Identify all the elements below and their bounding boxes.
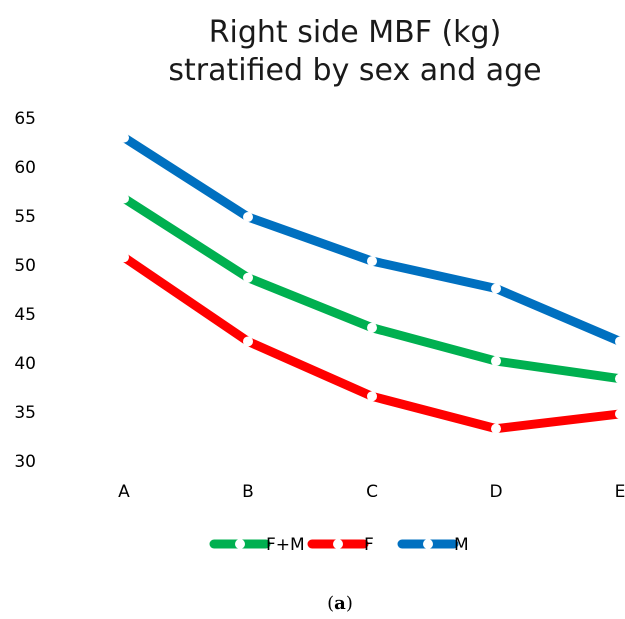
series-0	[119, 193, 625, 384]
y-tick-label: 40	[14, 354, 36, 374]
data-point	[615, 336, 625, 347]
x-axis-tick-labels: A B C D E	[118, 482, 625, 502]
x-tick-label: A	[118, 482, 130, 502]
data-point	[119, 132, 129, 143]
y-tick-label: 65	[14, 109, 36, 129]
data-point	[243, 211, 253, 222]
x-tick-label: E	[615, 482, 625, 502]
y-tick-label: 55	[14, 207, 36, 227]
legend-item: F	[307, 535, 374, 555]
data-point	[243, 272, 253, 283]
data-point	[243, 336, 253, 347]
legend-label: F+M	[266, 535, 305, 555]
data-point	[119, 193, 129, 204]
data-point	[119, 252, 129, 263]
legend-item: F+M	[209, 535, 305, 555]
data-point	[367, 322, 377, 333]
series-2	[119, 132, 625, 347]
y-tick-label: 30	[14, 452, 36, 472]
data-point	[491, 356, 501, 367]
series-1	[119, 252, 625, 434]
x-tick-label: B	[242, 482, 254, 502]
y-axis-tick-labels: 30 35 40 45 50 55 60 65	[14, 109, 36, 472]
y-tick-label: 50	[14, 256, 36, 276]
legend-label: M	[454, 535, 469, 555]
chart-title-line-1: Right side MBF (kg)	[209, 15, 502, 50]
caption-close: )	[346, 593, 353, 614]
chart-title-line-2: stratified by sex and age	[168, 53, 541, 88]
series-line	[121, 253, 621, 434]
chart-title: Right side MBF (kg) stratified by sex an…	[168, 15, 541, 88]
caption-open: (	[327, 593, 334, 614]
legend-label: F	[364, 535, 374, 555]
x-tick-label: C	[366, 482, 378, 502]
series-lines	[119, 132, 625, 434]
legend-item: M	[397, 535, 469, 555]
figure-caption: (a)	[327, 593, 353, 614]
data-point	[615, 408, 625, 419]
data-point	[367, 256, 377, 267]
data-point	[491, 283, 501, 294]
data-point	[491, 423, 501, 434]
y-tick-label: 35	[14, 403, 36, 423]
legend-marker	[423, 539, 433, 549]
caption-letter: a	[334, 593, 346, 614]
series-line	[121, 194, 621, 384]
y-tick-label: 60	[14, 158, 36, 178]
legend-marker	[235, 539, 245, 549]
data-point	[367, 391, 377, 402]
y-tick-label: 45	[14, 305, 36, 325]
legend: F+M F M	[209, 535, 469, 555]
legend-marker	[333, 539, 343, 549]
x-tick-label: D	[489, 482, 502, 502]
data-point	[615, 373, 625, 384]
